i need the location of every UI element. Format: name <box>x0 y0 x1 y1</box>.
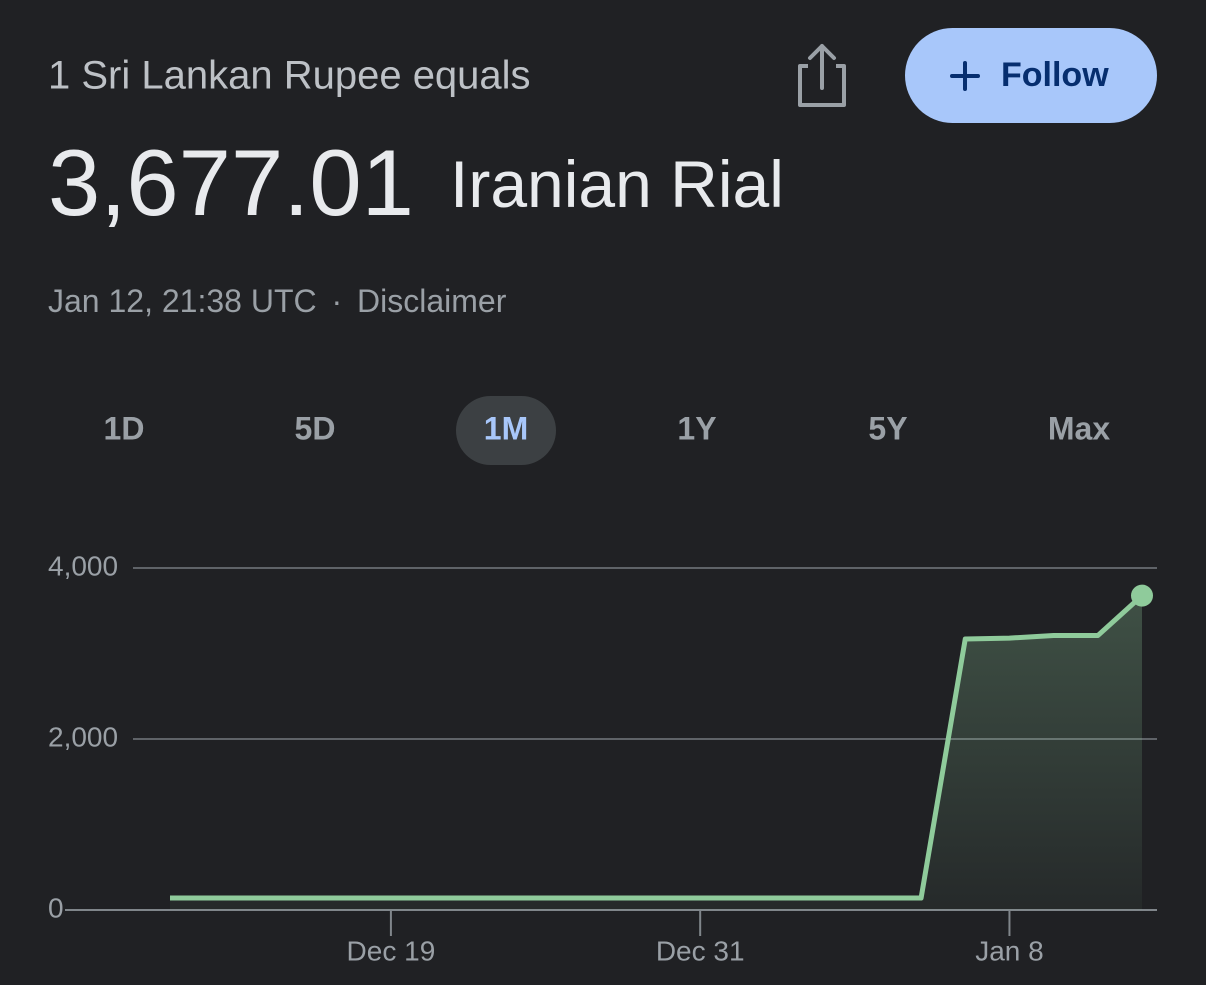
range-tab[interactable]: 1D <box>104 410 145 446</box>
range-tab[interactable]: 5D <box>295 410 336 446</box>
plus-icon <box>950 61 980 91</box>
follow-button-bg <box>905 28 1157 123</box>
follow-button[interactable]: Follow <box>905 28 1157 123</box>
x-tick-label: Jan 8 <box>975 935 1044 966</box>
y-tick-label: 4,000 <box>48 550 118 581</box>
timestamp-line: Jan 12, 21:38 UTC · Disclaimer <box>48 283 507 319</box>
selected-range-pill <box>456 396 556 465</box>
rate-currency: Iranian Rial <box>450 147 784 221</box>
chart: 0 2,000 4,000 Dec 19 Dec 31 Jan 8 <box>48 550 1157 966</box>
timestamp: Jan 12, 21:38 UTC <box>48 283 317 319</box>
range-tabs: 1D 5D 1M 1Y 5Y Max <box>104 396 1110 465</box>
y-tick-label: 0 <box>48 892 64 923</box>
subtitle: 1 Sri Lankan Rupee equals <box>48 54 531 98</box>
range-tab[interactable]: 1M <box>484 410 528 446</box>
y-tick-label: 2,000 <box>48 721 118 752</box>
share-icon-arrow <box>808 44 836 90</box>
range-tab[interactable]: 1Y <box>677 410 716 446</box>
follow-label: Follow <box>1001 56 1109 94</box>
x-tick-label: Dec 31 <box>656 935 745 966</box>
last-point <box>1131 584 1153 607</box>
line <box>170 593 1144 901</box>
separator: · <box>331 283 342 319</box>
disclaimer[interactable]: Disclaimer <box>357 283 507 319</box>
x-tick-label: Dec 19 <box>347 935 436 966</box>
share-button[interactable] <box>798 44 846 107</box>
range-tab[interactable]: Max <box>1048 410 1110 446</box>
rate-number: 3,677.01 <box>48 130 414 235</box>
range-tab[interactable]: 5Y <box>868 410 907 446</box>
share-icon-box <box>798 64 846 107</box>
rate-value: 3,677.01 Iranian Rial <box>48 130 784 235</box>
